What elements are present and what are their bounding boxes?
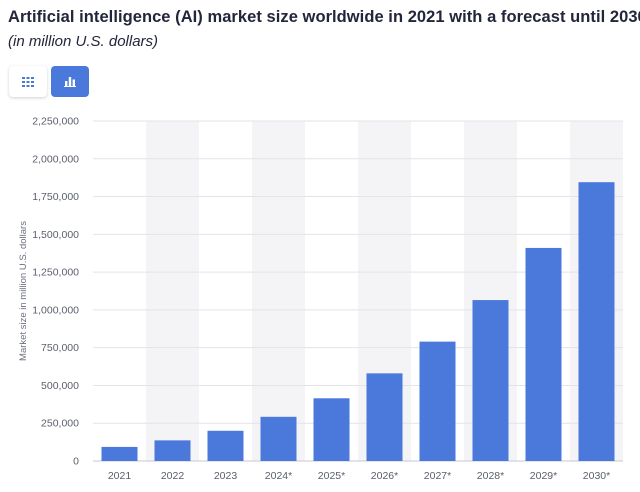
y-axis-title: Market size in million U.S. dollars bbox=[18, 221, 29, 361]
x-tick-label: 2028* bbox=[477, 470, 504, 482]
category-band bbox=[146, 121, 199, 461]
x-tick-label: 2021 bbox=[108, 470, 132, 482]
bar-2021[interactable] bbox=[101, 446, 138, 461]
bar-series bbox=[101, 182, 615, 461]
y-tick-label: 1,250,000 bbox=[32, 267, 79, 279]
y-tick-label: 500,000 bbox=[41, 380, 79, 392]
bar-2024[interactable] bbox=[260, 416, 297, 461]
x-tick-label: 2024* bbox=[265, 470, 292, 482]
bar-chart-icon bbox=[64, 77, 76, 87]
x-tick-label: 2026* bbox=[371, 470, 398, 482]
bar-2025[interactable] bbox=[313, 398, 350, 461]
category-band bbox=[252, 121, 305, 461]
y-axis-ticks: 0 250,000 500,000 750,000 1,000,000 1,250,000… bbox=[32, 116, 79, 468]
bar-2030[interactable] bbox=[578, 182, 615, 461]
chart-view-button[interactable] bbox=[51, 66, 89, 97]
y-tick-label: 2,250,000 bbox=[32, 116, 79, 128]
bar-2026[interactable] bbox=[366, 373, 403, 461]
table-view-button[interactable] bbox=[9, 66, 47, 97]
bar-2028[interactable] bbox=[472, 300, 509, 461]
bar-2027[interactable] bbox=[419, 341, 456, 461]
y-tick-label: 0 bbox=[73, 456, 79, 468]
bar-2023[interactable] bbox=[207, 430, 244, 461]
x-tick-label: 2027* bbox=[424, 470, 451, 482]
x-axis-ticks: 2021 2022 2023 2024* 2025* 2026* 2027* 2028* 202… bbox=[108, 470, 610, 482]
x-tick-label: 2030* bbox=[583, 470, 610, 482]
y-tick-label: 1,500,000 bbox=[32, 229, 79, 241]
x-tick-label: 2029* bbox=[530, 470, 557, 482]
y-tick-label: 2,000,000 bbox=[32, 153, 79, 165]
y-tick-label: 750,000 bbox=[41, 342, 79, 354]
chart-subtitle: (in million U.S. dollars) bbox=[8, 33, 159, 50]
x-tick-label: 2023 bbox=[214, 470, 238, 482]
x-tick-label: 2022 bbox=[161, 470, 185, 482]
bar-2022[interactable] bbox=[154, 440, 191, 461]
y-tick-label: 250,000 bbox=[41, 418, 79, 430]
y-tick-label: 1,750,000 bbox=[32, 191, 79, 203]
x-tick-label: 2025* bbox=[318, 470, 345, 482]
grid-icon bbox=[22, 76, 34, 87]
chart-title: Artificial intelligence (AI) market size… bbox=[8, 8, 640, 26]
y-tick-label: 1,000,000 bbox=[32, 304, 79, 316]
bar-2029[interactable] bbox=[525, 247, 562, 461]
